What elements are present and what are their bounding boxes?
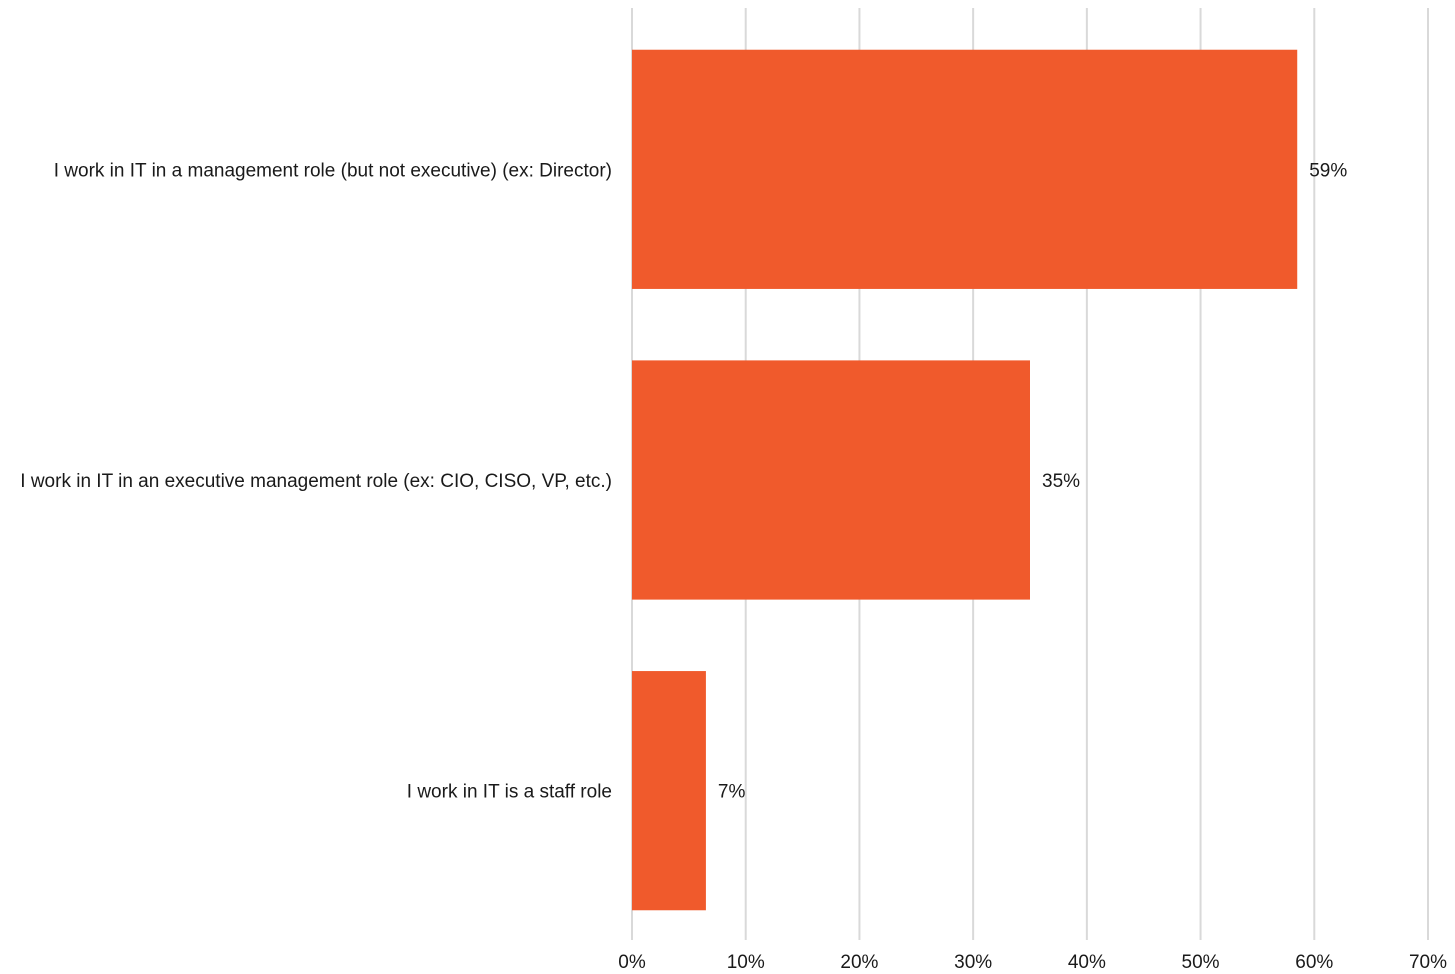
category-label: I work in IT in an executive management … [20,471,612,492]
bar [632,360,1030,600]
x-tick-label: 20% [840,952,878,973]
bars [632,49,1298,911]
x-tick-label: 30% [954,952,992,973]
bar [632,671,706,911]
category-labels: I work in IT in a management role (but n… [20,160,612,802]
data-label: 35% [1042,471,1080,492]
x-tick-label: 60% [1295,952,1333,973]
data-label: 59% [1309,160,1347,181]
category-label: I work in IT is a staff role [407,782,612,803]
x-tick-label: 10% [727,952,765,973]
bar [632,49,1298,289]
data-labels: 59% 35% 7% [718,160,1347,802]
data-label: 7% [718,782,746,803]
x-tick-label: 0% [618,952,646,973]
x-tick-label: 70% [1409,952,1447,973]
x-tick-label: 40% [1068,952,1106,973]
category-label: I work in IT in a management role (but n… [54,160,612,181]
x-tick-label: 50% [1182,952,1220,973]
x-axis-ticks: 0% 10% 20% 30% 40% 50% 60% 70% [618,952,1447,973]
